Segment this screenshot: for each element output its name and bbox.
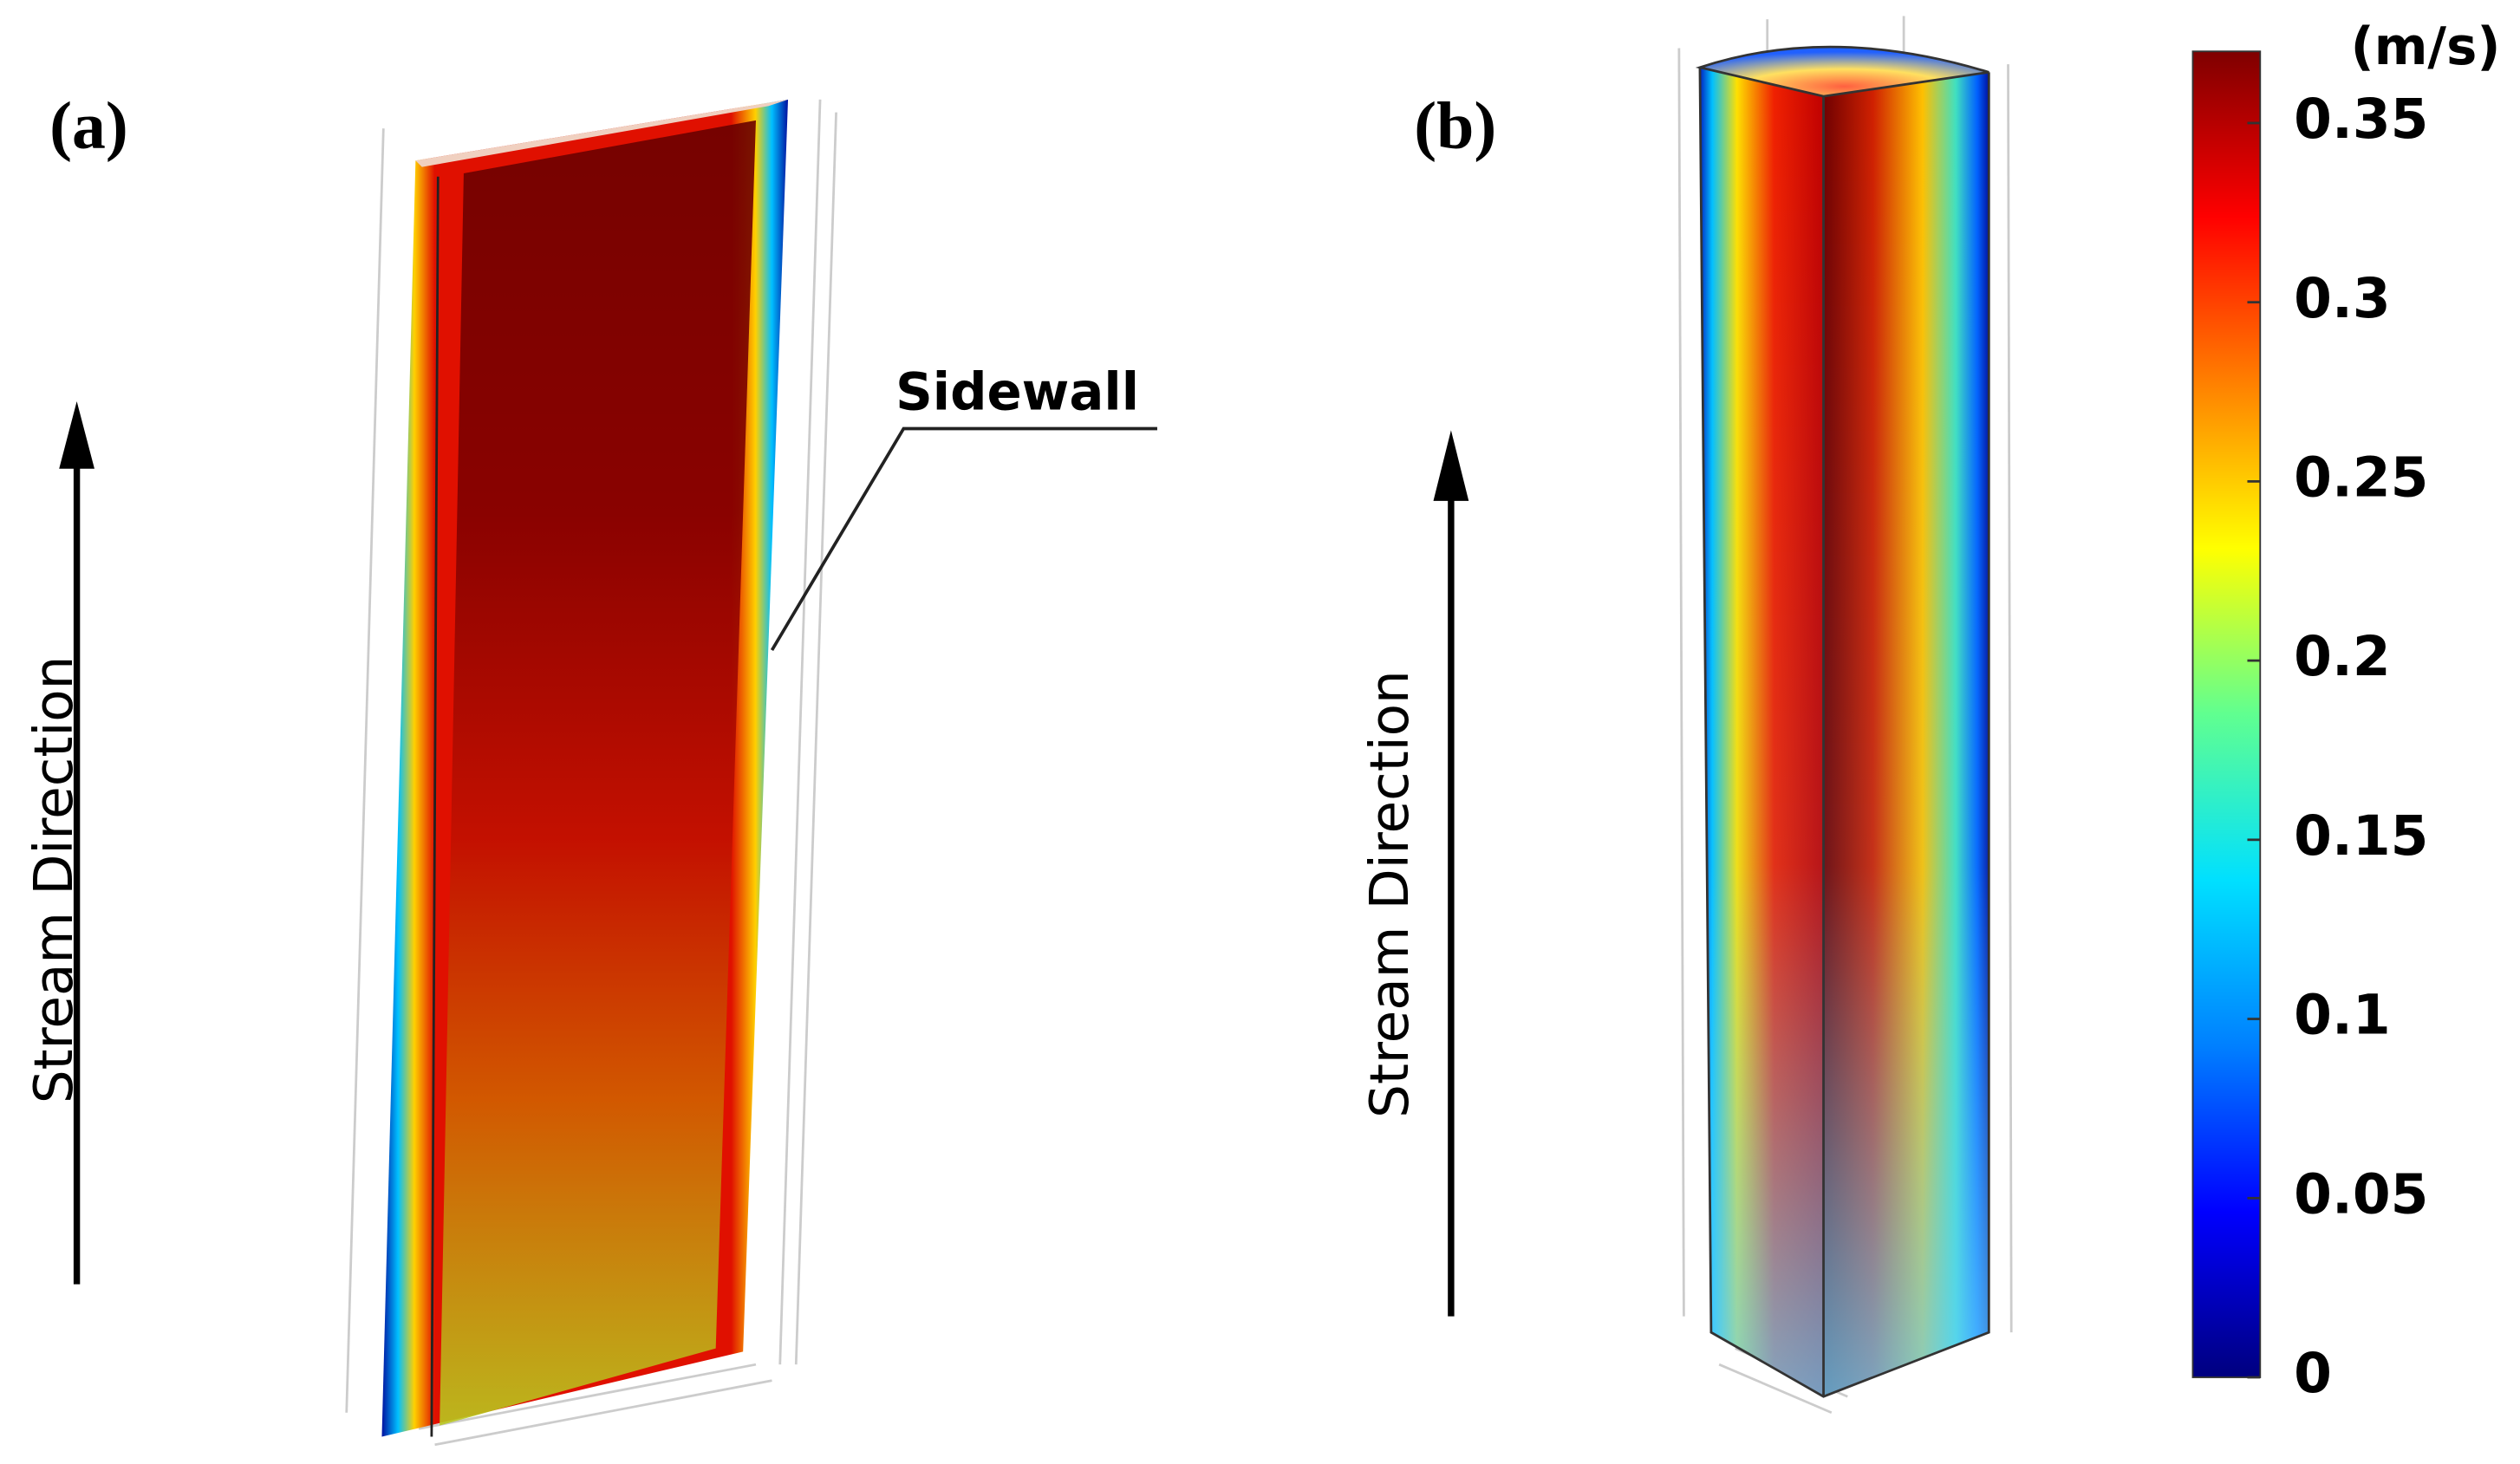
tick-label: 0.2 [2294,625,2391,688]
column-top [1695,45,1989,98]
tick-label: 0.15 [2294,804,2428,868]
slab-face [440,120,756,1426]
panel-label: (b) [1414,88,1496,162]
slab-top [415,99,789,167]
colorbar: (m/s) 0 0.05 0.1 0.15 0.2 0.25 0.3 0.35 [2191,16,2501,1405]
tick-label: 0.1 [2294,984,2391,1047]
colorbar-unit: (m/s) [2351,16,2501,76]
panel-label: (a) [49,88,128,162]
panel-b: (b) Stream Direction [1359,16,2013,1415]
tick-label: 0.35 [2294,88,2428,151]
arrow-label: Stream Direction [23,656,85,1104]
tick-label: 0 [2294,1342,2332,1405]
tick-label: 0.25 [2294,446,2428,509]
colorbar-ramp [2191,50,2262,1378]
tick-label: 0.05 [2294,1162,2428,1226]
panel-a: (a) Stream Direction Sidewall [23,88,1157,1447]
tick-label: 0.3 [2294,267,2391,330]
arrow-label: Stream Direction [1359,670,1421,1118]
annotation: Sidewall [895,361,1139,421]
